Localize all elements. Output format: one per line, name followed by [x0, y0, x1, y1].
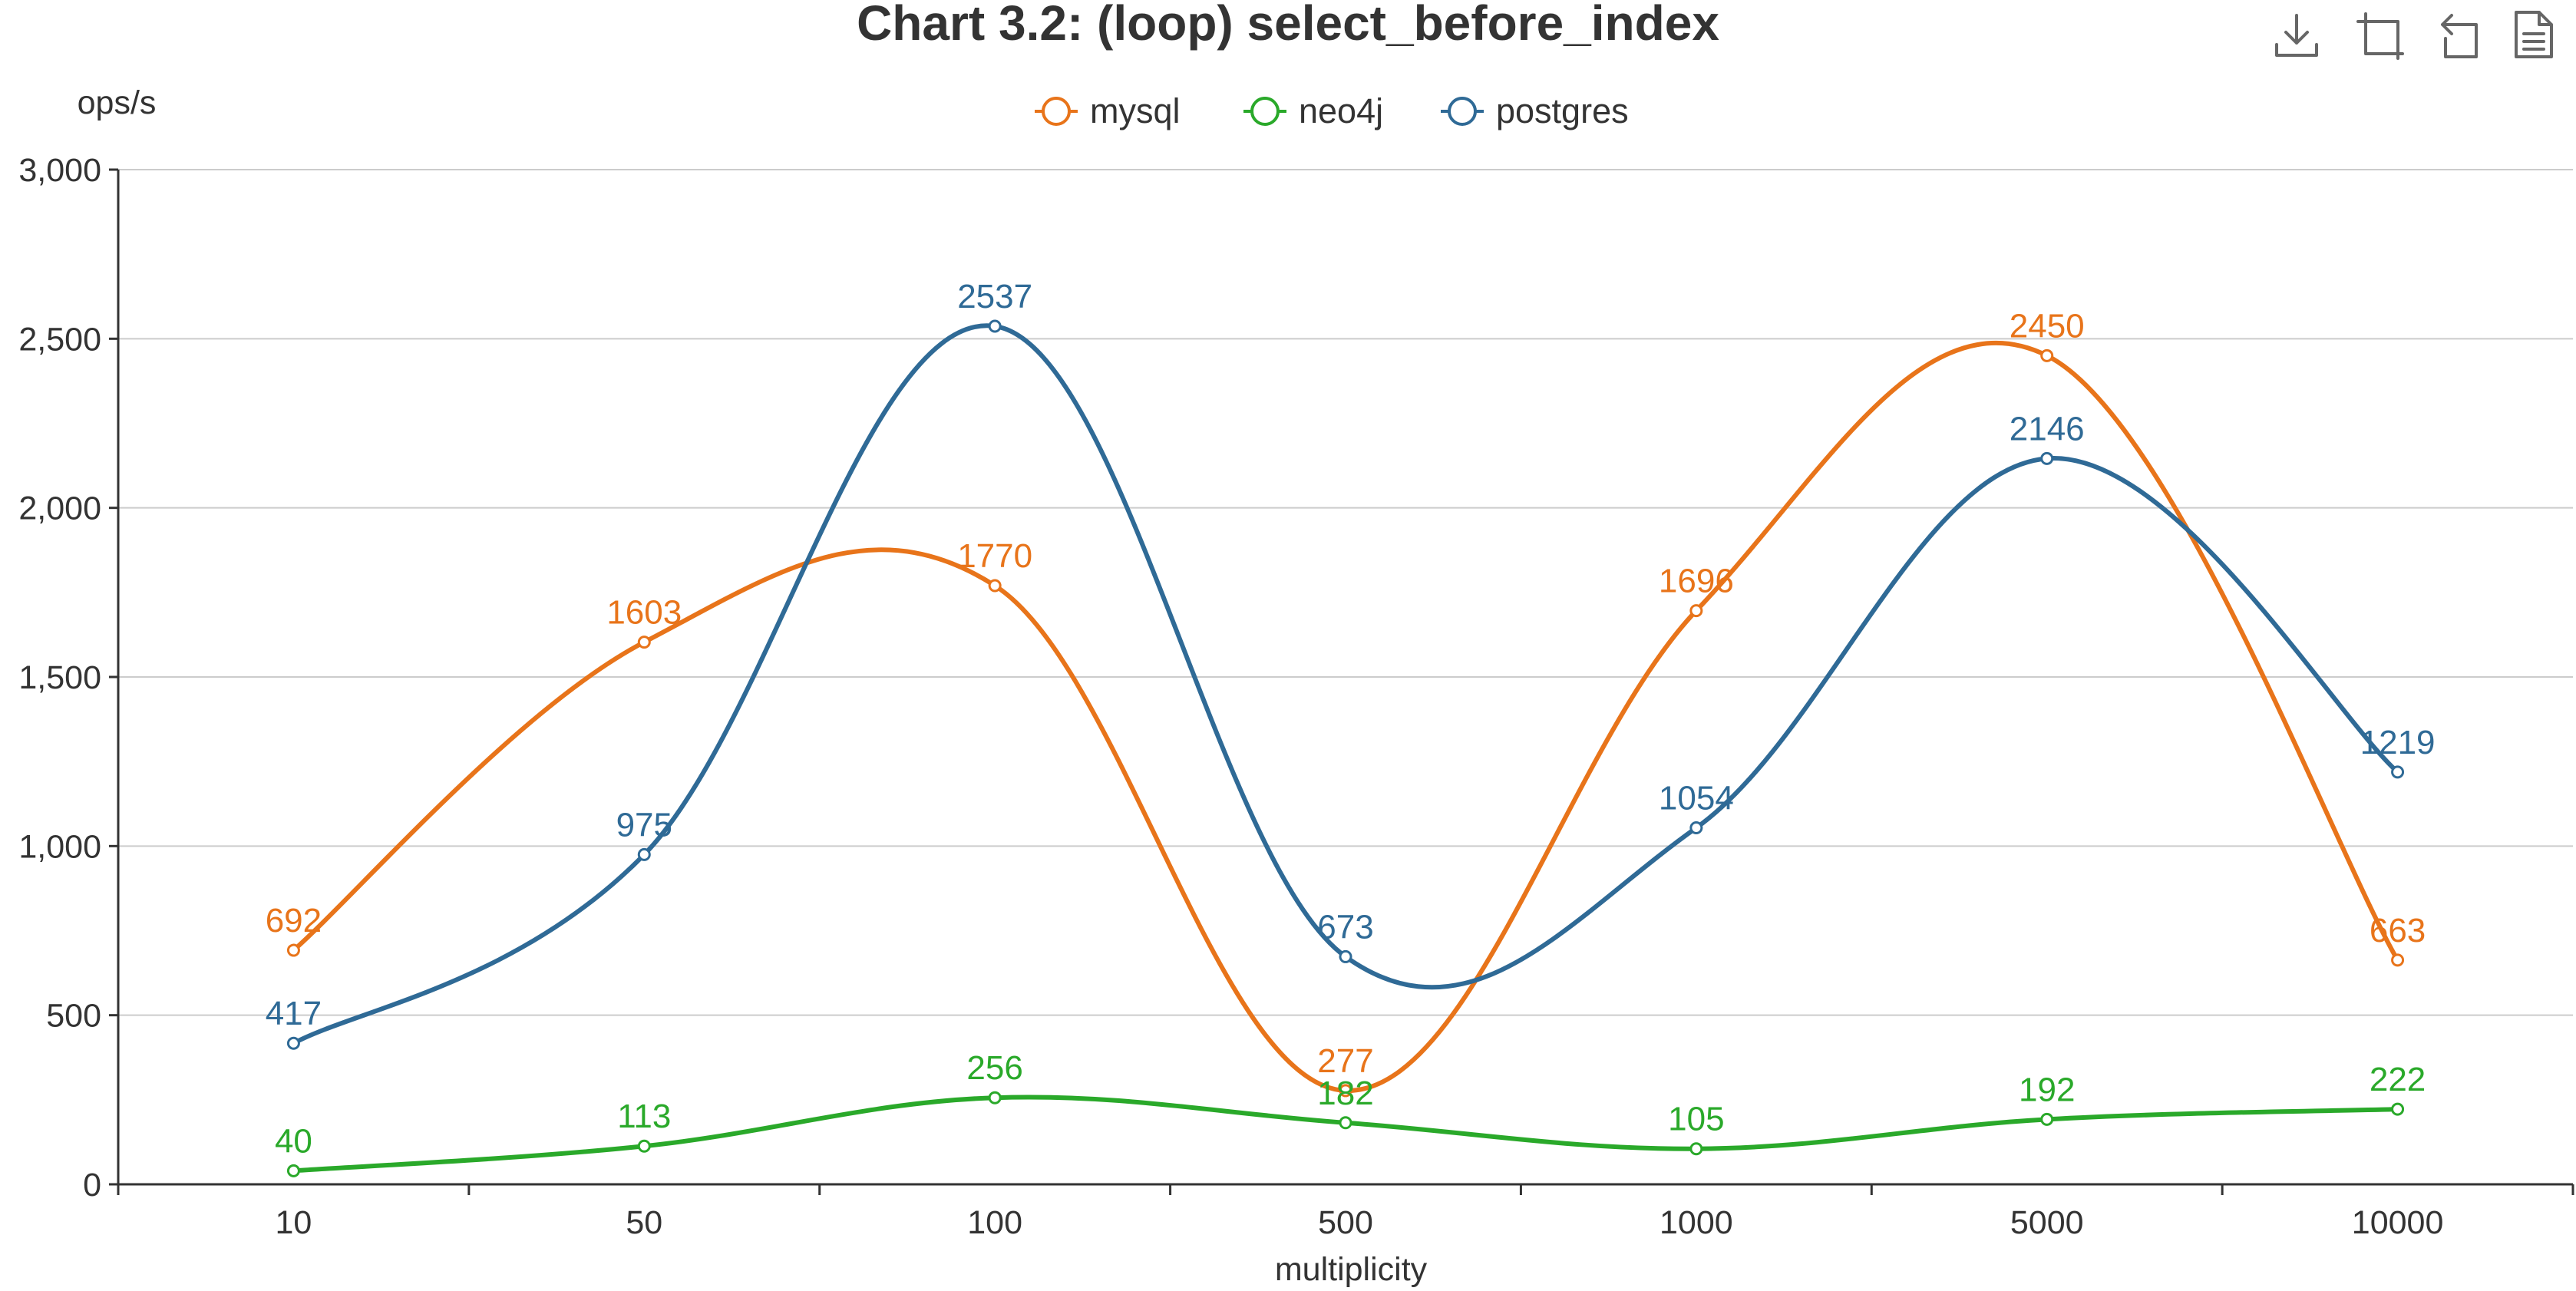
- data-point-mysql[interactable]: [1689, 604, 1703, 618]
- chart-title: Chart 3.2: (loop) select_before_index: [857, 0, 1719, 51]
- x-tick-label: 5000: [2010, 1204, 2084, 1241]
- axes: 0 500 1,000 1,500 2,000 2,500 3,000 10 50 100 500 1…: [18, 152, 2574, 1241]
- data-point-neo4j[interactable]: [988, 1091, 1002, 1104]
- data-label-mysql: 663: [2370, 912, 2426, 949]
- data-point-mysql[interactable]: [988, 579, 1002, 593]
- y-tick-label: 2,500: [18, 321, 101, 358]
- y-tick-label: 2,000: [18, 490, 101, 527]
- data-label-postgres: 1054: [1659, 780, 1734, 817]
- data-point-postgres[interactable]: [1689, 821, 1703, 835]
- data-label-neo4j: 256: [966, 1049, 1022, 1087]
- download-icon[interactable]: [2272, 11, 2321, 60]
- data-label-postgres: 975: [616, 806, 672, 844]
- y-tick-label: 500: [46, 998, 101, 1035]
- data-label-neo4j: 40: [275, 1122, 312, 1160]
- data-point-neo4j[interactable]: [2040, 1112, 2054, 1126]
- data-label-mysql: 277: [1317, 1042, 1373, 1080]
- y-tick-label: 1,000: [18, 828, 101, 865]
- data-zoom-icon[interactable]: [2355, 11, 2404, 60]
- data-label-neo4j: 192: [2019, 1071, 2075, 1108]
- restore-icon[interactable]: [2435, 11, 2484, 60]
- data-point-mysql[interactable]: [286, 943, 300, 957]
- x-tick-label: 10000: [2352, 1204, 2444, 1241]
- y-tick-label: 0: [83, 1167, 101, 1204]
- data-label-mysql: 2450: [2010, 307, 2085, 345]
- legend-item-neo4j[interactable]: neo4j: [1243, 91, 1383, 130]
- data-label-neo4j: 113: [617, 1098, 671, 1135]
- data-point-neo4j[interactable]: [637, 1139, 651, 1153]
- grid-lines: [118, 169, 2573, 1016]
- data-label-postgres: 2146: [2010, 410, 2085, 447]
- legend-label: postgres: [1496, 91, 1629, 130]
- y-axis-label: ops/s: [78, 84, 157, 121]
- data-point-neo4j[interactable]: [2391, 1102, 2405, 1116]
- legend-marker: [1250, 97, 1280, 126]
- data-point-mysql[interactable]: [1339, 1084, 1352, 1098]
- data-label-neo4j: 182: [1317, 1075, 1373, 1112]
- toolbox[interactable]: [2272, 8, 2555, 60]
- x-tick-label: 50: [626, 1204, 662, 1241]
- series-line-mysql: [292, 340, 2400, 1093]
- legend-label: neo4j: [1299, 91, 1383, 130]
- data-point-mysql[interactable]: [2040, 348, 2054, 362]
- data-label-postgres: 1219: [2360, 724, 2436, 761]
- x-tick-label: 10: [276, 1204, 312, 1241]
- legend-marker: [1448, 97, 1477, 126]
- legend-item-mysql[interactable]: mysql: [1035, 91, 1181, 130]
- x-tick-label: 100: [967, 1204, 1022, 1241]
- legend[interactable]: mysql neo4j postgres: [1035, 91, 1629, 130]
- y-tick-label: 1,500: [18, 659, 101, 696]
- data-point-neo4j[interactable]: [1339, 1116, 1352, 1130]
- data-label-mysql: 1603: [606, 594, 682, 632]
- data-point-postgres[interactable]: [637, 847, 651, 861]
- legend-label: mysql: [1090, 91, 1181, 130]
- data-point-postgres[interactable]: [1339, 949, 1352, 963]
- data-point-neo4j[interactable]: [286, 1164, 300, 1177]
- legend-marker: [1042, 97, 1071, 126]
- legend-item-postgres[interactable]: postgres: [1441, 91, 1629, 130]
- data-label-postgres: 417: [266, 995, 322, 1032]
- data-label-mysql: 1770: [957, 537, 1032, 575]
- data-view-icon[interactable]: [2512, 8, 2555, 60]
- data-labels: 692 1603 1770 277 1696 2450 663 40 113 256 182 105 1…: [266, 278, 2436, 1160]
- series-lines: [286, 319, 2405, 1177]
- data-point-neo4j[interactable]: [1689, 1142, 1703, 1156]
- data-label-neo4j: 222: [2370, 1061, 2426, 1098]
- data-point-postgres[interactable]: [988, 319, 1002, 333]
- x-tick-label: 500: [1318, 1204, 1373, 1241]
- data-label-postgres: 2537: [957, 278, 1032, 315]
- data-label-mysql: 1696: [1659, 563, 1734, 600]
- data-point-postgres[interactable]: [286, 1036, 300, 1050]
- data-point-postgres[interactable]: [2391, 765, 2405, 779]
- data-point-postgres[interactable]: [2040, 451, 2054, 465]
- x-tick-label: 1000: [1660, 1204, 1733, 1241]
- x-axis-label: multiplicity: [1275, 1251, 1428, 1288]
- data-label-mysql: 692: [266, 902, 322, 939]
- data-label-neo4j: 105: [1668, 1101, 1724, 1138]
- data-point-mysql[interactable]: [2391, 953, 2405, 967]
- data-point-mysql[interactable]: [637, 636, 651, 649]
- y-tick-label: 3,000: [18, 152, 101, 189]
- data-label-postgres: 673: [1317, 908, 1373, 946]
